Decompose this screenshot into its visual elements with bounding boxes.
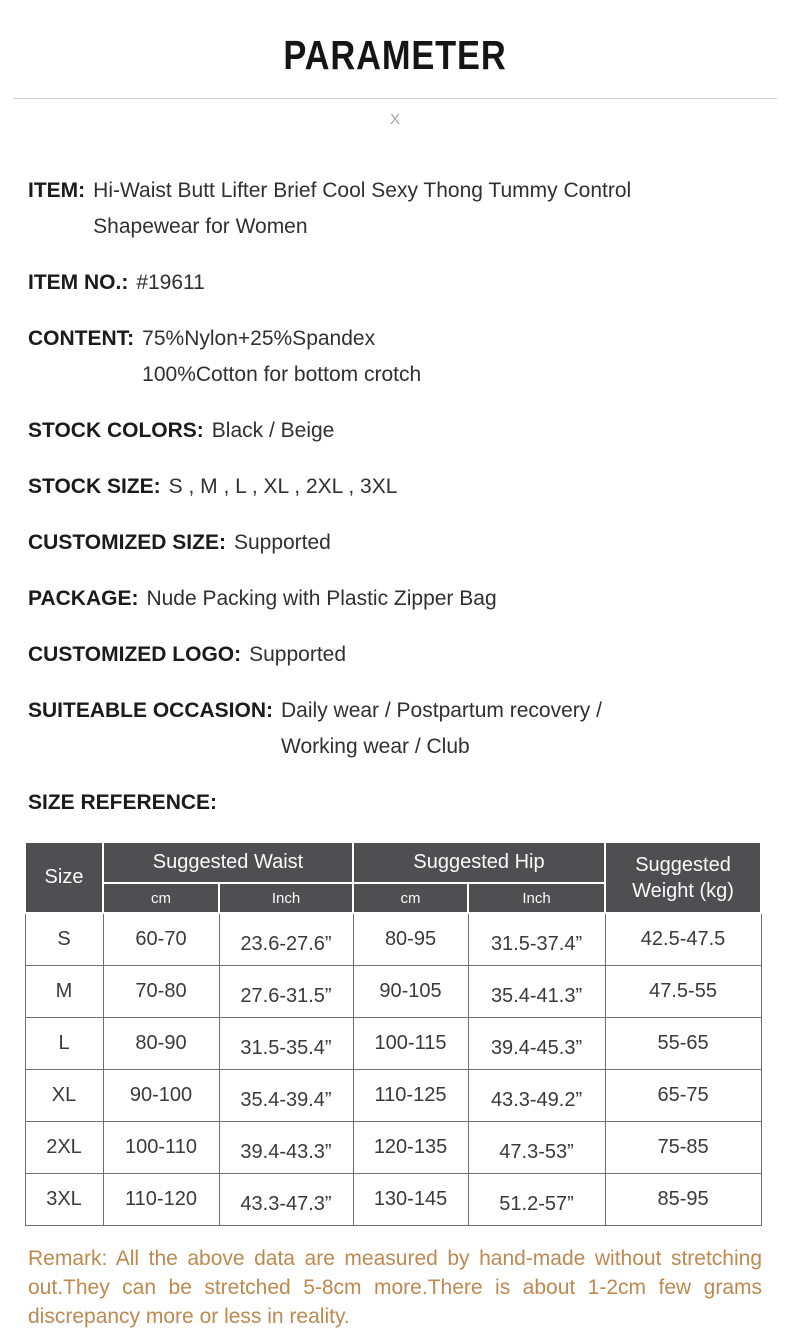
cell-weight: 85-95 bbox=[604, 1173, 762, 1226]
field-stock-size: STOCK SIZE: S , M , L , XL , 2XL , 3XL bbox=[28, 469, 762, 505]
cell-size: S bbox=[24, 912, 104, 966]
field-package: PACKAGE: Nude Packing with Plastic Zippe… bbox=[28, 581, 762, 617]
cell-weight: 47.5-55 bbox=[604, 965, 762, 1018]
cell-waist-inch: 23.6-27.6” bbox=[218, 912, 354, 966]
field-value: S , M , L , XL , 2XL , 3XL bbox=[169, 469, 398, 505]
table-row-xl: XL 90-100 35.4-39.4” 110-125 43.3-49.2” … bbox=[24, 1069, 762, 1122]
cell-waist-inch: 35.4-39.4” bbox=[218, 1069, 354, 1122]
cell-waist-inch: 31.5-35.4” bbox=[218, 1017, 354, 1070]
cell-size: 3XL bbox=[24, 1173, 104, 1226]
cell-waist-inch: 27.6-31.5” bbox=[218, 965, 354, 1018]
cell-size: L bbox=[24, 1017, 104, 1070]
field-label: SUITEABLE OCCASION: bbox=[28, 699, 274, 722]
field-value: Supported bbox=[249, 637, 346, 673]
cell-size: M bbox=[24, 965, 104, 1018]
field-value-line: Supported bbox=[249, 643, 347, 666]
field-value-line: Nude Packing with Plastic Zipper Bag bbox=[146, 587, 497, 610]
cell-weight: 55-65 bbox=[604, 1017, 762, 1070]
table-row-2xl: 2XL 100-110 39.4-43.3” 120-135 47.3-53” … bbox=[24, 1121, 762, 1174]
field-value: #19611 bbox=[136, 265, 205, 301]
field-label: STOCK COLORS: bbox=[28, 419, 204, 442]
cell-waist-cm: 60-70 bbox=[102, 912, 220, 966]
cell-hip-inch: 43.3-49.2” bbox=[467, 1069, 606, 1122]
field-value: Nude Packing with Plastic Zipper Bag bbox=[146, 581, 496, 617]
field-value-line: S , M , L , XL , 2XL , 3XL bbox=[168, 475, 398, 498]
subcol-header-waist-cm: cm bbox=[102, 882, 220, 914]
cell-hip-inch: 47.3-53” bbox=[467, 1121, 606, 1174]
field-value: Daily wear / Postpartum recovery / Worki… bbox=[281, 693, 602, 765]
cell-weight: 65-75 bbox=[604, 1069, 762, 1122]
cell-size: 2XL bbox=[24, 1121, 104, 1174]
field-value: 75%Nylon+25%Spandex 100%Cotton for botto… bbox=[142, 321, 421, 393]
cell-waist-inch: 39.4-43.3” bbox=[218, 1121, 354, 1174]
subcol-header-hip-cm: cm bbox=[352, 882, 470, 914]
cell-weight: 75-85 bbox=[604, 1121, 762, 1174]
table-row-s: S 60-70 23.6-27.6” 80-95 31.5-37.4” 42.5… bbox=[24, 912, 762, 966]
subcol-header-hip-inch: Inch bbox=[467, 882, 607, 914]
title-divider bbox=[13, 98, 777, 99]
field-label: CONTENT: bbox=[28, 327, 135, 350]
product-fields: ITEM: Hi-Waist Butt Lifter Brief Cool Se… bbox=[28, 173, 762, 821]
cell-hip-cm: 110-125 bbox=[352, 1069, 469, 1122]
field-size-reference: SIZE REFERENCE: bbox=[28, 785, 762, 821]
field-item-no: ITEM NO.: #19611 bbox=[28, 265, 762, 301]
field-content: CONTENT: 75%Nylon+25%Spandex 100%Cotton … bbox=[28, 321, 762, 393]
cell-hip-cm: 90-105 bbox=[352, 965, 469, 1018]
table-row-3xl: 3XL 110-120 43.3-47.3” 130-145 51.2-57” … bbox=[24, 1173, 762, 1226]
col-header-size: Size bbox=[24, 841, 104, 914]
field-label: ITEM: bbox=[28, 179, 86, 202]
field-value-line: Daily wear / Postpartum recovery / bbox=[281, 699, 602, 722]
cell-hip-inch: 51.2-57” bbox=[467, 1173, 606, 1226]
cell-waist-cm: 70-80 bbox=[102, 965, 220, 1018]
cell-weight: 42.5-47.5 bbox=[604, 912, 762, 966]
field-item: ITEM: Hi-Waist Butt Lifter Brief Cool Se… bbox=[28, 173, 762, 245]
field-label: PACKAGE: bbox=[28, 587, 139, 610]
field-label: ITEM NO.: bbox=[28, 271, 129, 294]
cell-hip-cm: 130-145 bbox=[352, 1173, 469, 1226]
field-value-line: Supported bbox=[233, 531, 331, 554]
cell-waist-cm: 80-90 bbox=[102, 1017, 220, 1070]
cell-waist-inch: 43.3-47.3” bbox=[218, 1173, 354, 1226]
cell-hip-cm: 120-135 bbox=[352, 1121, 469, 1174]
cell-hip-cm: 100-115 bbox=[352, 1017, 469, 1070]
table-row-m: M 70-80 27.6-31.5” 90-105 35.4-41.3” 47.… bbox=[24, 965, 762, 1018]
page-title: PARAMETER bbox=[283, 32, 507, 78]
field-label: STOCK SIZE: bbox=[28, 475, 161, 498]
field-suitable-occasion: SUITEABLE OCCASION: Daily wear / Postpar… bbox=[28, 693, 762, 765]
cell-waist-cm: 110-120 bbox=[102, 1173, 220, 1226]
cell-waist-cm: 100-110 bbox=[102, 1121, 220, 1174]
cell-hip-inch: 35.4-41.3” bbox=[467, 965, 606, 1018]
size-reference-table: Size Suggested Waist Suggested Hip Sugge… bbox=[24, 841, 763, 1226]
col-header-suggested-hip: Suggested Hip bbox=[352, 841, 607, 884]
field-customized-logo: CUSTOMIZED LOGO: Supported bbox=[28, 637, 762, 673]
subcol-header-waist-inch: Inch bbox=[217, 882, 355, 914]
cell-hip-inch: 31.5-37.4” bbox=[467, 912, 606, 966]
field-value-line: Shapewear for Women bbox=[93, 215, 308, 238]
x-divider-mark: X bbox=[389, 111, 400, 128]
cell-waist-cm: 90-100 bbox=[102, 1069, 220, 1122]
field-label: CUSTOMIZED SIZE: bbox=[28, 531, 226, 554]
field-value: Hi-Waist Butt Lifter Brief Cool Sexy Tho… bbox=[93, 173, 631, 245]
field-value-line: Working wear / Club bbox=[281, 735, 470, 758]
field-label: CUSTOMIZED LOGO: bbox=[28, 643, 242, 666]
field-stock-colors: STOCK COLORS: Black / Beige bbox=[28, 413, 762, 449]
field-value-line: Black / Beige bbox=[211, 419, 335, 442]
field-value-line: 75%Nylon+25%Spandex bbox=[142, 327, 376, 350]
field-customized-size: CUSTOMIZED SIZE: Supported bbox=[28, 525, 762, 561]
col-header-suggested-weight: Suggested Weight (kg) bbox=[604, 841, 763, 914]
cell-hip-inch: 39.4-45.3” bbox=[467, 1017, 606, 1070]
table-row-l: L 80-90 31.5-35.4” 100-115 39.4-45.3” 55… bbox=[24, 1017, 762, 1070]
field-value-line: 100%Cotton for bottom crotch bbox=[142, 363, 422, 386]
field-value-line: Hi-Waist Butt Lifter Brief Cool Sexy Tho… bbox=[93, 179, 632, 202]
field-value: Supported bbox=[234, 525, 331, 561]
field-value-line: #19611 bbox=[136, 271, 205, 294]
field-value: Black / Beige bbox=[212, 413, 335, 449]
col-header-suggested-waist: Suggested Waist bbox=[101, 841, 355, 884]
field-label: SIZE REFERENCE: bbox=[28, 791, 218, 814]
cell-hip-cm: 80-95 bbox=[352, 912, 469, 966]
cell-size: XL bbox=[24, 1069, 104, 1122]
remark-text: Remark: All the above data are measured … bbox=[28, 1247, 762, 1328]
